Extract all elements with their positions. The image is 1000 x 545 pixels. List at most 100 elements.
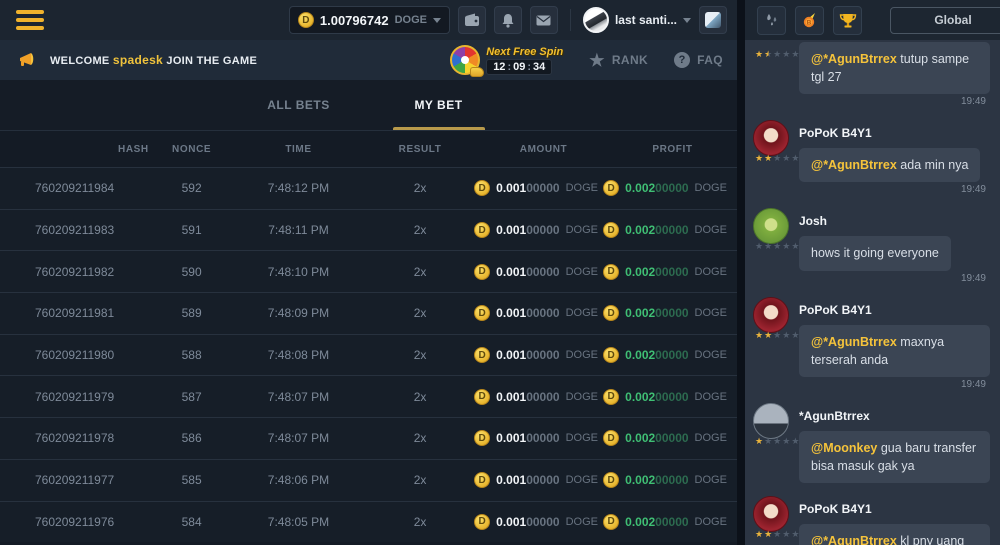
star-icon: ★ [782, 435, 792, 446]
star-icon: ★ [791, 49, 801, 59]
star-icon: ★ [755, 49, 765, 59]
star-icon: ★ [791, 153, 801, 164]
chat-messages[interactable]: ★★★★★ @*AgunBtrrex tutup sampe tgl 27 19:4… [745, 40, 1000, 545]
balance-selector[interactable]: D 1.00796742 DOGE [288, 6, 450, 34]
chat-toggle-button[interactable] [699, 6, 727, 34]
rain-icon [766, 14, 776, 26]
question-mark-icon: ? [674, 52, 691, 68]
table-row[interactable]: 760209211979 587 7:48:07 PM 2x D 0.00100000 DO… [0, 375, 737, 418]
free-spin-widget[interactable]: Next Free Spin 12:09:34 [450, 45, 563, 77]
user-mention[interactable]: @Moonkey [811, 440, 878, 455]
bet-hash: 760209211976 [35, 514, 115, 529]
bet-result: 2x [413, 514, 427, 529]
bet-result: 2x [413, 431, 427, 446]
doge-coin-icon: D [603, 222, 620, 239]
bet-result: 2x [413, 223, 427, 238]
table-row[interactable]: 760209211983 591 7:48:11 PM 2x D 0.00100000 DO… [0, 208, 737, 251]
welcome-suffix: JOIN THE GAME [166, 55, 258, 67]
star-icon: ★ [773, 529, 783, 539]
bet-time: 7:48:06 PM [267, 473, 330, 488]
menu-hamburger-icon[interactable] [16, 10, 44, 30]
bet-time: 7:48:05 PM [267, 514, 330, 529]
table-row[interactable]: 760209211976 584 7:48:05 PM 2x D 0.00100000 DO… [0, 500, 737, 543]
chat-author-name[interactable]: *AgunBtrrex [799, 408, 870, 423]
doge-coin-icon: D [603, 513, 620, 530]
bet-hash: 760209211978 [35, 431, 115, 446]
bet-nonce: 584 [181, 514, 202, 529]
balance-value: 1.00796742 [319, 12, 389, 28]
tab-all-bets[interactable]: ALL BETS [267, 98, 330, 112]
star-icon: ★ [773, 435, 783, 446]
chat-message: ★★★★★ @*AgunBtrrex tutup sampe tgl 27 19:4… [753, 40, 990, 107]
star-rating: ★★★★★ [755, 435, 799, 446]
amount-cell: D 0.00100000 DOGE [474, 305, 608, 322]
user-mention[interactable]: @*AgunBtrrex [811, 534, 897, 545]
faq-link[interactable]: ? FAQ [674, 52, 723, 68]
rank-link[interactable]: ★ RANK [589, 52, 648, 69]
user-mention[interactable]: @*AgunBtrrex [811, 158, 897, 173]
doge-coin-icon: D [474, 263, 491, 280]
message-timestamp: 19:49 [960, 378, 986, 390]
bet-hash: 760209211984 [35, 181, 115, 196]
bet-hash: 760209211980 [35, 348, 115, 363]
rain-button[interactable] [757, 5, 786, 35]
tab-my-bet[interactable]: MY BET [379, 80, 499, 130]
user-mention[interactable]: @*AgunBtrrex [811, 52, 897, 66]
welcome-username: spadesk [112, 53, 164, 67]
josh-avatar[interactable] [753, 208, 789, 245]
popok-avatar[interactable] [753, 296, 789, 333]
bets-table: HASH NONCE TIME RESULT AMOUNT PROFIT 76020921… [0, 131, 737, 545]
bell-icon [502, 13, 514, 28]
star-rating: ★★★★★ [755, 241, 799, 252]
bet-time: 7:48:10 PM [267, 264, 330, 279]
table-row[interactable]: 760209211980 588 7:48:08 PM 2x D 0.00100000 DO… [0, 333, 737, 376]
table-row[interactable]: 760209211977 585 7:48:06 PM 2x D 0.00100000 DO… [0, 458, 737, 501]
table-body: 760209211984 592 7:48:12 PM 2x D 0.00100000 DO… [0, 167, 737, 543]
star-icon: ★ [755, 241, 765, 252]
spin-wheel-icon [450, 45, 485, 77]
welcome-message: WELCOME spadesk JOIN THE GAME [50, 53, 257, 67]
trophy-icon [839, 13, 856, 27]
bets-tabs: ALL BETS MY BET [0, 80, 737, 131]
agun-avatar[interactable] [753, 402, 789, 439]
amount-cell: D 0.00100000 DOGE [474, 180, 608, 197]
wallet-button[interactable] [457, 6, 486, 34]
chat-channel-button[interactable]: Global [890, 6, 1000, 34]
coin-drop-button[interactable]: B [795, 5, 824, 35]
chat-author-name[interactable]: PoPoK B4Y1 [799, 126, 872, 141]
bet-result: 2x [413, 473, 427, 488]
chat-bubble: @Moonkey gua baru transfer bisa masuk ga… [799, 430, 990, 483]
user-mention[interactable]: @*AgunBtrrex [811, 334, 897, 349]
table-row[interactable]: 760209211981 589 7:48:09 PM 2x D 0.00100000 DO… [0, 292, 737, 334]
amount-cell: D 0.00100000 DOGE [474, 222, 608, 239]
star-rating: ★★★★★ [755, 330, 799, 340]
faq-label: FAQ [697, 53, 723, 67]
bet-hash: 760209211982 [35, 264, 115, 279]
user-menu[interactable]: last santi... [582, 7, 691, 33]
doge-coin-icon: D [603, 347, 620, 364]
table-row[interactable]: 760209211984 592 7:48:12 PM 2x D 0.00100000 DO… [0, 167, 737, 209]
chat-author-name[interactable]: PoPoK B4Y1 [799, 502, 872, 516]
bet-time: 7:48:07 PM [267, 431, 330, 446]
chat-author-name[interactable]: PoPoK B4Y1 [799, 302, 872, 317]
contest-button[interactable] [833, 5, 862, 35]
popok-avatar[interactable] [753, 496, 789, 532]
star-rating: ★★★★★ [755, 153, 801, 164]
chat-message: Josh ★★★★★ hows it going everyone 19:49 [753, 208, 990, 284]
chat-bubble-icon [705, 12, 721, 28]
chat-author-name[interactable]: Josh [799, 214, 828, 229]
profit-cell: D 0.00200000 DOGE [603, 305, 737, 322]
table-row[interactable]: 760209211982 590 7:48:10 PM 2x D 0.00100000 DO… [0, 250, 737, 293]
announcement-bar: WELCOME spadesk JOIN THE GAME Next Free … [0, 40, 737, 80]
notifications-button[interactable] [493, 6, 522, 34]
column-header-result: RESULT [398, 143, 442, 155]
star-icon: ★ [764, 49, 774, 59]
bet-time: 7:48:09 PM [267, 306, 330, 321]
star-icon: ★ [773, 49, 783, 59]
bet-nonce: 588 [181, 348, 202, 363]
amount-cell: D 0.00100000 DOGE [474, 430, 608, 447]
free-spin-countdown: 12:09:34 [486, 58, 553, 75]
table-row[interactable]: 760209211978 586 7:48:07 PM 2x D 0.00100000 DO… [0, 417, 737, 459]
popok-avatar[interactable] [753, 120, 789, 157]
messages-button[interactable] [529, 6, 558, 34]
